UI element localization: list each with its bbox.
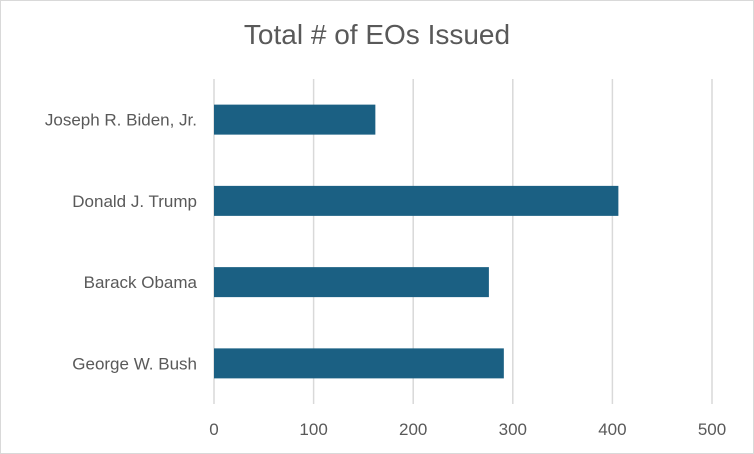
chart-title: Total # of EOs Issued [243, 19, 511, 50]
bar [214, 267, 489, 298]
x-tick-label: 300 [499, 420, 527, 439]
category-label: Donald J. Trump [72, 192, 197, 211]
bar [214, 348, 504, 379]
x-tick-label: 500 [698, 420, 726, 439]
category-label: Barack Obama [84, 273, 198, 292]
tick-label-layer: 0 100 200 300 400 500 [209, 420, 726, 439]
bar [214, 185, 619, 216]
category-label: George W. Bush [72, 354, 197, 373]
bar-layer [214, 104, 619, 379]
x-tick-label: 400 [598, 420, 626, 439]
category-label: Joseph R. Biden, Jr. [45, 111, 197, 130]
x-tick-label: 200 [399, 420, 427, 439]
x-tick-label: 0 [209, 420, 218, 439]
category-label-layer: Joseph R. Biden, Jr. Donald J. Trump Barac… [45, 111, 198, 374]
bar [214, 104, 376, 135]
x-tick-label: 100 [299, 420, 327, 439]
